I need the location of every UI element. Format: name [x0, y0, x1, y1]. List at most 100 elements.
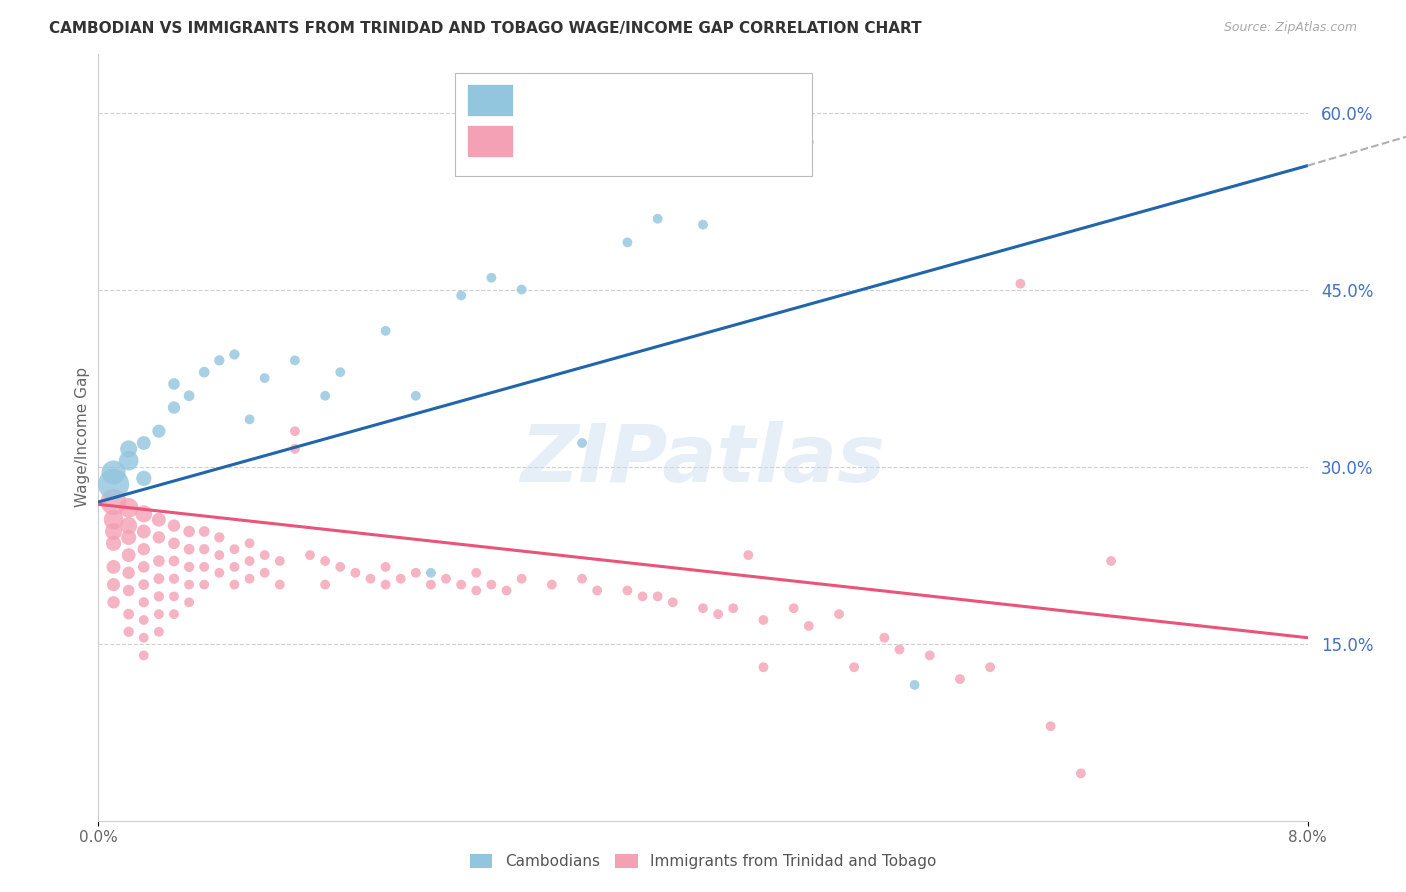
Point [465, 566, 488, 580]
Point [510, 572, 533, 586]
Point [208, 530, 231, 544]
Point [148, 607, 170, 621]
Point [118, 548, 141, 562]
Point [132, 613, 155, 627]
Point [314, 577, 336, 591]
Point [118, 607, 141, 621]
Point [224, 560, 246, 574]
Point [904, 678, 927, 692]
Point [103, 477, 125, 491]
Point [239, 572, 262, 586]
Point [239, 536, 262, 550]
Point [118, 530, 141, 544]
Point [118, 453, 141, 467]
Point [118, 442, 141, 456]
Point [132, 560, 155, 574]
Point [873, 631, 896, 645]
Point [828, 607, 851, 621]
Point [148, 530, 170, 544]
Point [752, 613, 775, 627]
Point [495, 583, 517, 598]
Point [450, 577, 472, 591]
Point [405, 389, 427, 403]
Text: R =  0.397   N =  30: R = 0.397 N = 30 [526, 80, 693, 99]
Point [179, 524, 201, 539]
Point [374, 324, 396, 338]
Point [420, 566, 443, 580]
Point [299, 548, 322, 562]
Point [571, 572, 593, 586]
Point [450, 288, 472, 302]
Point [103, 595, 125, 609]
Point [208, 548, 231, 562]
Point [163, 376, 186, 391]
Point [752, 660, 775, 674]
Point [193, 560, 215, 574]
Point [1070, 766, 1092, 780]
Text: CAMBODIAN VS IMMIGRANTS FROM TRINIDAD AND TOBAGO WAGE/INCOME GAP CORRELATION CHA: CAMBODIAN VS IMMIGRANTS FROM TRINIDAD AN… [49, 21, 922, 36]
Point [179, 560, 201, 574]
Point [132, 648, 155, 663]
Point [163, 607, 186, 621]
Point [707, 607, 730, 621]
Point [208, 566, 231, 580]
Point [239, 412, 262, 426]
Point [253, 566, 276, 580]
Point [284, 353, 307, 368]
Point [783, 601, 806, 615]
Point [163, 518, 186, 533]
Point [179, 542, 201, 557]
Point [647, 211, 669, 226]
Point [1010, 277, 1032, 291]
Y-axis label: Wage/Income Gap: Wage/Income Gap [75, 367, 90, 508]
Point [918, 648, 941, 663]
Point [465, 583, 488, 598]
Point [239, 554, 262, 568]
Point [979, 660, 1001, 674]
FancyBboxPatch shape [467, 125, 513, 157]
Point [510, 283, 533, 297]
Point [148, 590, 170, 604]
Point [148, 513, 170, 527]
Text: ZIPatlas: ZIPatlas [520, 421, 886, 500]
Point [193, 365, 215, 379]
Point [692, 601, 714, 615]
Point [284, 442, 307, 456]
Point [118, 500, 141, 515]
Point [118, 624, 141, 639]
Point [1039, 719, 1062, 733]
Point [481, 577, 503, 591]
Point [148, 624, 170, 639]
Point [692, 218, 714, 232]
Point [132, 507, 155, 521]
Point [889, 642, 911, 657]
Point [179, 595, 201, 609]
Point [148, 554, 170, 568]
Point [148, 572, 170, 586]
Point [631, 590, 654, 604]
Point [284, 424, 307, 438]
Point [389, 572, 412, 586]
Point [647, 590, 669, 604]
Point [571, 436, 593, 450]
Point [103, 560, 125, 574]
Point [103, 577, 125, 591]
Point [797, 135, 820, 149]
Point [103, 513, 125, 527]
Point [132, 577, 155, 591]
Point [118, 583, 141, 598]
Point [360, 572, 382, 586]
Point [179, 577, 201, 591]
Point [481, 270, 503, 285]
Point [224, 577, 246, 591]
Point [420, 577, 443, 591]
Point [586, 583, 609, 598]
Point [103, 536, 125, 550]
Point [103, 466, 125, 480]
Point [329, 560, 352, 574]
Point [208, 353, 231, 368]
Point [132, 631, 155, 645]
Point [616, 583, 638, 598]
Point [844, 660, 866, 674]
Point [103, 495, 125, 509]
